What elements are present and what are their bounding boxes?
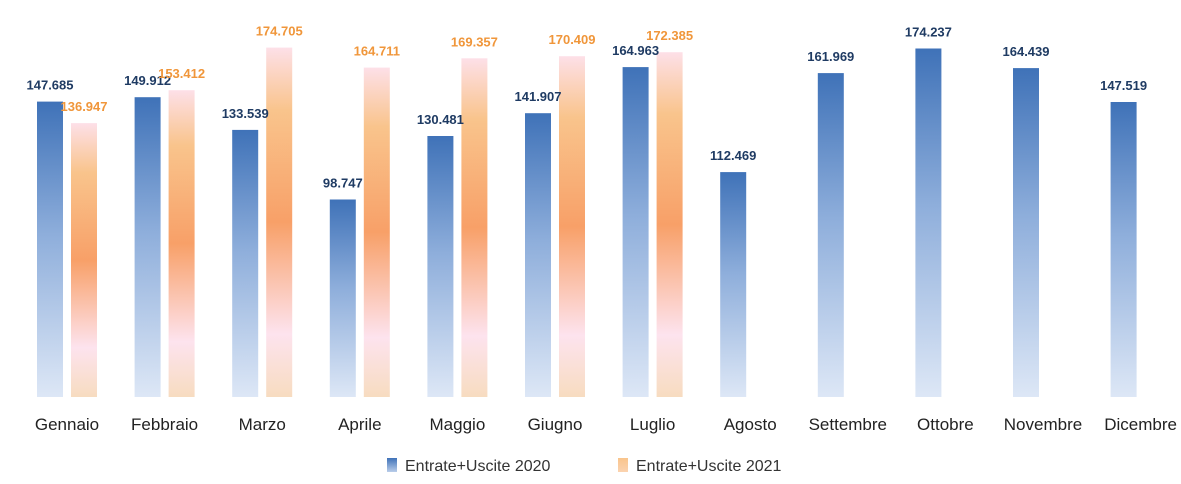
bar-2021-gennaio: [71, 123, 97, 397]
value-label-2021-maggio: 169.357: [451, 34, 498, 49]
bar-2020-luglio: [622, 67, 649, 397]
category-label-giugno: Giugno: [528, 415, 583, 434]
bar-2020-agosto: [720, 172, 747, 397]
category-label-agosto: Agosto: [724, 415, 777, 434]
category-label-gennaio: Gennaio: [35, 415, 99, 434]
bar-2021-luglio: [656, 52, 683, 397]
category-label-marzo: Marzo: [239, 415, 286, 434]
bar-2020-novembre: [1013, 68, 1039, 397]
bar-2020-aprile: [329, 199, 356, 397]
bar-2021-aprile: [363, 67, 390, 397]
category-label-settembre: Settembre: [809, 415, 887, 434]
value-label-2020-febbraio: 149.912: [124, 73, 171, 88]
bars-layer: [37, 47, 1137, 398]
category-label-dicembre: Dicembre: [1104, 415, 1177, 434]
bar-2020-gennaio: [37, 101, 63, 397]
legend-label-2020: Entrate+Uscite 2020: [405, 458, 551, 475]
x-axis-labels: Gennaio Febbraio Marzo Aprile Maggio Giugno Lu…: [35, 415, 1177, 434]
category-label-luglio: Luglio: [630, 415, 675, 434]
value-label-2021-gennaio: 136.947: [61, 99, 108, 114]
value-label-2020-marzo: 133.539: [222, 106, 269, 121]
bar-2020-febbraio: [134, 97, 161, 397]
bar-2021-maggio: [461, 58, 488, 398]
bar-2020-marzo: [232, 129, 259, 397]
value-label-2021-marzo: 174.705: [256, 24, 303, 39]
category-label-maggio: Maggio: [430, 415, 486, 434]
bar-2020-giugno: [525, 113, 551, 397]
legend: Entrate+Uscite 2020 Entrate+Uscite 2021: [387, 458, 782, 475]
legend-label-2021: Entrate+Uscite 2021: [636, 458, 782, 475]
category-label-febbraio: Febbraio: [131, 415, 198, 434]
bar-2021-febbraio: [168, 90, 195, 397]
category-label-ottobre: Ottobre: [917, 415, 974, 434]
value-label-2020-aprile: 98.747: [323, 176, 363, 191]
value-label-2020-settembre: 161.969: [807, 49, 854, 64]
value-label-2020-giugno: 141.907: [515, 89, 562, 104]
legend-swatch-2020: [387, 458, 397, 472]
value-label-2020-novembre: 164.439: [1003, 44, 1050, 59]
bar-2021-giugno: [559, 56, 585, 397]
bar-2020-ottobre: [915, 48, 942, 397]
value-label-2020-gennaio: 147.685: [27, 78, 74, 93]
value-label-2020-dicembre: 147.519: [1100, 78, 1147, 93]
value-label-2021-aprile: 164.711: [354, 44, 400, 59]
value-label-2020-agosto: 112.469: [710, 148, 756, 163]
value-label-2020-ottobre: 174.237: [905, 25, 952, 40]
value-label-2020-maggio: 130.481: [417, 112, 464, 127]
legend-swatch-2021: [618, 458, 628, 472]
value-label-2021-febbraio: 153.412: [158, 66, 205, 81]
value-label-2021-giugno: 170.409: [549, 32, 596, 47]
bar-2020-settembre: [817, 73, 844, 397]
bar-2020-dicembre: [1110, 102, 1137, 397]
category-label-novembre: Novembre: [1004, 415, 1082, 434]
category-label-aprile: Aprile: [338, 415, 381, 434]
value-label-2020-luglio: 164.963: [612, 43, 659, 58]
bar-2020-maggio: [427, 136, 454, 397]
bar-2021-marzo: [266, 47, 293, 397]
value-label-2021-luglio: 172.385: [646, 28, 693, 43]
